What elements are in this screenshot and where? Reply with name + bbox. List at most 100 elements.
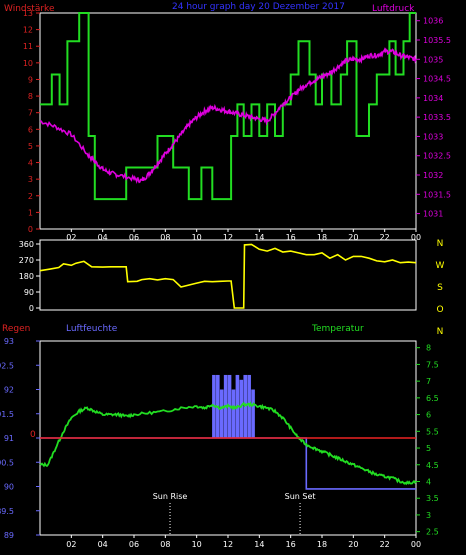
p1-right-tick-label: 1033.5: [423, 113, 451, 122]
humidity-line: [40, 437, 416, 490]
center-title: 24 hour graph day 20 Dezember 2017: [172, 2, 345, 12]
panel3-left-ticks: 89 89.5 90 90.5 91 91.5 92 92.5 93: [0, 337, 40, 540]
left-title: Windstärke: [4, 4, 55, 14]
p3-left-tick-label: 92.5: [0, 361, 14, 370]
p3-right-tick-label: 6: [426, 411, 431, 420]
p1-x-tick-label: 12: [223, 233, 233, 242]
p1-left-tick-label: 0: [28, 225, 33, 234]
p3-right-tick-label: 7: [426, 377, 431, 386]
p2-left-tick-label: 0: [29, 304, 34, 313]
p1-right-tick-label: 1031.5: [423, 190, 451, 199]
p1-left-tick-label: 11: [23, 42, 33, 51]
p3-right-tick-label: 8: [426, 344, 431, 353]
humidity-title: Luftfeuchte: [66, 324, 118, 334]
p1-x-tick-label: 06: [129, 233, 139, 242]
humidity-bar: [251, 389, 255, 438]
panel2-left-ticks: 0 90 180 270 360: [19, 240, 40, 313]
p1-x-tick-label: 18: [317, 233, 327, 242]
p1-x-tick-label: 02: [66, 233, 76, 242]
p2-left-tick-label: 90: [24, 288, 34, 297]
p2-left-tick-label: 270: [19, 256, 34, 265]
p3-right-tick-label: 5: [426, 444, 431, 453]
p3-right-tick-label: 7.5: [426, 360, 439, 369]
p1-x-tick-label: 10: [192, 233, 202, 242]
p2-compass-label: S: [437, 283, 443, 293]
p1-left-tick-label: 12: [23, 26, 33, 35]
p1-x-tick-label: 04: [98, 233, 108, 242]
p1-left-tick-label: 10: [23, 59, 33, 68]
p1-x-tick-label: 20: [348, 233, 358, 242]
p2-compass-label: W: [436, 261, 445, 271]
panel3-right-ticks: 2.5 3 3.5 4 4.5 5 5.5 6 6.5 7 7.5 8: [416, 344, 439, 537]
p3-right-tick-label: 4.5: [426, 461, 439, 470]
p3-x-tick-label: 18: [317, 540, 327, 549]
sun-marker-label: Sun Set: [285, 492, 316, 501]
panel3-series: Sun Rise Sun Set: [39, 374, 417, 535]
p3-right-tick-label: 6.5: [426, 394, 439, 403]
p2-left-tick-label: 360: [19, 240, 34, 249]
p1-left-tick-label: 3: [28, 175, 33, 184]
p1-x-tick-label: 00: [411, 233, 421, 242]
p3-x-tick-label: 02: [66, 540, 76, 549]
p1-right-tick-label: 1032.5: [423, 152, 451, 161]
p3-left-tick-label: 91: [4, 434, 14, 443]
p2-left-tick-label: 180: [19, 272, 34, 281]
p3-right-tick-label: 3: [426, 511, 431, 520]
p3-left-tick-label: 89: [4, 531, 14, 540]
p3-right-tick-label: 5.5: [426, 427, 439, 436]
wind-direction-line: [39, 243, 417, 309]
panel1-x-ticks: 02 04 06 08 10 12 14 16 18 20 22 00: [66, 229, 421, 242]
panel2-right-ticks: N W S O N: [436, 239, 445, 337]
p1-left-tick-label: 1: [28, 208, 33, 217]
p1-left-tick-label: 7: [28, 109, 33, 118]
temperature-title: Temperatur: [311, 324, 364, 334]
p3-right-tick-label: 4: [426, 477, 431, 486]
p2-compass-label: O: [436, 305, 443, 315]
p3-x-tick-label: 10: [192, 540, 202, 549]
p1-right-tick-label: 1035: [423, 55, 443, 64]
p3-right-tick-label: 3.5: [426, 494, 439, 503]
panel1-right-ticks: 1031 1031.5 1032 1032.5 1033 1033.5 1034 1034.5…: [416, 17, 451, 219]
p1-left-tick-label: 5: [28, 142, 33, 151]
p2-compass-label: N: [437, 239, 444, 249]
p1-right-tick-label: 1033: [423, 132, 443, 141]
sun-marker-label: Sun Rise: [153, 492, 188, 501]
p3-x-tick-label: 14: [254, 540, 264, 549]
humidity-bar: [231, 389, 236, 438]
p1-right-tick-label: 1036: [423, 17, 443, 26]
p1-left-tick-label: 4: [28, 159, 33, 168]
p3-x-tick-label: 08: [160, 540, 170, 549]
p3-left-tick-label: 93: [4, 337, 14, 346]
p3-x-tick-label: 04: [98, 540, 108, 549]
panel1-series: [39, 12, 417, 201]
p1-left-tick-label: 6: [28, 125, 33, 134]
panel2-frame: [39, 239, 417, 311]
p3-left-tick-label: 91.5: [0, 410, 14, 419]
pressure-line: [39, 46, 417, 185]
p3-x-tick-label: 12: [223, 540, 233, 549]
humidity-bar: [243, 374, 248, 438]
p1-x-tick-label: 08: [160, 233, 170, 242]
p1-right-tick-label: 1034: [423, 94, 443, 103]
p1-x-tick-label: 16: [286, 233, 296, 242]
p1-right-tick-label: 1035.5: [423, 36, 451, 45]
panel1-frame: [39, 12, 417, 230]
humidity-bar: [219, 389, 224, 438]
wind-speed-line: [40, 12, 416, 201]
p3-left-tick-label: 89.5: [0, 507, 14, 516]
p3-x-tick-label: 22: [380, 540, 390, 549]
p2-compass-label: N: [437, 327, 444, 337]
p1-left-tick-label: 2: [28, 192, 33, 201]
rain-title: Regen: [2, 324, 30, 334]
p3-x-tick-label: 20: [348, 540, 358, 549]
p3-right-tick-label: 2.5: [426, 528, 439, 537]
p1-x-tick-label: 14: [254, 233, 264, 242]
p3-left-tick-label: 90.5: [0, 458, 14, 467]
p3-x-tick-label: 16: [286, 540, 296, 549]
p3-left-tick-label: 90: [4, 483, 14, 492]
p3-x-tick-label: 00: [411, 540, 421, 549]
p1-right-tick-label: 1034.5: [423, 75, 451, 84]
p1-left-tick-label: 13: [23, 9, 33, 18]
